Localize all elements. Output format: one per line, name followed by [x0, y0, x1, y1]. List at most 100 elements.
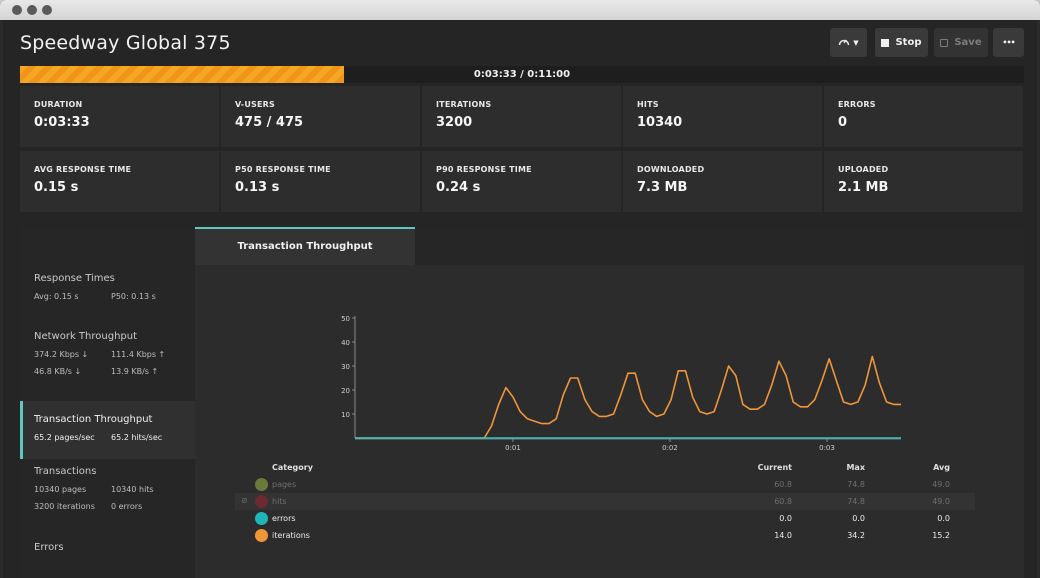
- close-window-button[interactable]: [12, 5, 22, 15]
- save-icon: [940, 38, 949, 47]
- sidebar-item-stats: 374.2 Kbps ↓ 111.4 Kbps ↑: [34, 350, 195, 359]
- stat-avg-response-time: AVG RESPONSE TIME 0.15 s: [20, 151, 219, 212]
- legend-row-hits[interactable]: ⊘ hits 60.8 74.8 49.0: [235, 493, 975, 510]
- legend-color-dot: [255, 512, 268, 525]
- sidebar-stat-value: 111.4 Kbps ↑: [111, 350, 166, 359]
- hidden-eye-icon[interactable]: ⊘: [241, 496, 248, 505]
- sidebar-item-title: Response Times: [34, 273, 115, 284]
- gauge-menu-button[interactable]: ▼: [830, 28, 867, 57]
- stat-value: 0: [838, 115, 848, 130]
- legend-cell-avg: 15.2: [932, 531, 950, 540]
- stat-hits: HITS 10340: [623, 86, 822, 147]
- sidebar-item-title: Errors: [34, 542, 64, 553]
- sidebar-stat-value: 374.2 Kbps ↓: [34, 350, 89, 359]
- header: Speedway Global 375 ▼ Stop Save •••: [3, 20, 1037, 66]
- stat-uploaded: UPLOADED 2.1 MB: [824, 151, 1023, 212]
- legend-cell-name: pages: [272, 480, 297, 489]
- stat-iterations: ITERATIONS 3200: [422, 86, 621, 147]
- chart-panel: Transaction Throughput 10 20 30 40 50 0:01 0:0…: [195, 227, 1024, 578]
- window-titlebar: [0, 0, 1040, 20]
- stat-p90-response-time: P90 RESPONSE TIME 0.24 s: [422, 151, 621, 212]
- sidebar-stat-value: 10340 hits: [111, 485, 154, 494]
- y-tick-label: 50: [341, 315, 350, 323]
- legend-cell-max: 34.2: [847, 531, 865, 540]
- legend-row-pages[interactable]: pages 60.8 74.8 49.0: [235, 476, 975, 493]
- sidebar-item-errors[interactable]: Errors: [20, 542, 195, 578]
- stat-value: 0.24 s: [436, 180, 481, 195]
- maximize-window-button[interactable]: [42, 5, 52, 15]
- stat-label: HITS: [637, 100, 659, 109]
- sidebar-item-stats: 46.8 KB/s ↓ 13.9 KB/s ↑: [34, 367, 195, 376]
- sidebar-item-stats: Avg: 0.15 s P50: 0.13 s: [34, 292, 195, 301]
- stat-p50-response-time: P50 RESPONSE TIME 0.13 s: [221, 151, 420, 212]
- legend-cell-max: 74.8: [847, 497, 865, 506]
- gauge-icon: [838, 36, 850, 50]
- sidebar-stat-value: 46.8 KB/s ↓: [34, 367, 82, 376]
- col-header-current: Current: [757, 463, 792, 472]
- legend-row-errors[interactable]: errors 0.0 0.0 0.0: [235, 510, 975, 527]
- stat-label: P50 RESPONSE TIME: [235, 165, 331, 174]
- legend-color-dot: [255, 529, 268, 542]
- stat-value: 0.13 s: [235, 180, 280, 195]
- sidebar-stat-value: 65.2 hits/sec: [111, 433, 163, 442]
- app-content: Speedway Global 375 ▼ Stop Save •••: [3, 20, 1037, 578]
- page-title: Speedway Global 375: [20, 32, 231, 54]
- stat-duration: DURATION 0:03:33: [20, 86, 219, 147]
- legend-cell-current: 0.0: [779, 514, 792, 523]
- legend-cell-avg: 49.0: [932, 480, 950, 489]
- sidebar-item-network-throughput[interactable]: Network Throughput 374.2 Kbps ↓ 111.4 Kbps…: [20, 331, 195, 393]
- save-button-label: Save: [954, 37, 982, 48]
- y-tick-label: 20: [341, 387, 350, 395]
- tab-transaction-throughput[interactable]: Transaction Throughput: [195, 227, 415, 265]
- more-options-button[interactable]: •••: [993, 28, 1024, 57]
- legend-cell-avg: 0.0: [937, 514, 950, 523]
- stop-button[interactable]: Stop: [875, 28, 928, 57]
- stat-v-users: V-USERS 475 / 475: [221, 86, 420, 147]
- test-progress-bar: 0:03:33 / 0:11:00: [20, 66, 1024, 83]
- sidebar-stat-value: 3200 iterations: [34, 502, 95, 511]
- save-button[interactable]: Save: [934, 28, 988, 57]
- col-header-category: Category: [272, 463, 313, 472]
- legend-color-dot: [255, 478, 268, 491]
- legend-cell-current: 60.8: [774, 480, 792, 489]
- legend-cell-name: hits: [272, 497, 287, 506]
- progress-fill: [20, 66, 344, 83]
- stat-value: 7.3 MB: [637, 180, 688, 195]
- metrics-sidebar: Response Times Avg: 0.15 s P50: 0.13 s Netw…: [20, 227, 195, 578]
- stats-grid: DURATION 0:03:33 V-USERS 475 / 475 ITERATION…: [20, 86, 1024, 212]
- stat-errors: ERRORS 0: [824, 86, 1023, 147]
- legend-cell-current: 14.0: [774, 531, 792, 540]
- sidebar-stat-value: Avg: 0.15 s: [34, 292, 79, 301]
- legend-row-iterations[interactable]: iterations 14.0 34.2 15.2: [235, 527, 975, 544]
- stat-value: 0.15 s: [34, 180, 79, 195]
- legend-cell-name: iterations: [272, 531, 310, 540]
- stat-value: 10340: [637, 115, 683, 130]
- stat-label: AVG RESPONSE TIME: [34, 165, 132, 174]
- stop-icon: [881, 38, 890, 47]
- chevron-down-icon: ▼: [853, 38, 859, 47]
- stat-label: V-USERS: [235, 100, 275, 109]
- x-tick-label: 0:02: [662, 444, 678, 452]
- stat-label: P90 RESPONSE TIME: [436, 165, 532, 174]
- stat-label: ERRORS: [838, 100, 876, 109]
- progress-text: 0:03:33 / 0:11:00: [473, 69, 571, 80]
- stat-label: ITERATIONS: [436, 100, 492, 109]
- legend-cell-current: 60.8: [774, 497, 792, 506]
- sidebar-item-transactions[interactable]: Transactions 10340 pages 10340 hits 3200 it…: [20, 466, 195, 532]
- minimize-window-button[interactable]: [27, 5, 37, 15]
- sidebar-stat-value: 10340 pages: [34, 485, 87, 494]
- sidebar-item-transaction-throughput[interactable]: Transaction Throughput 65.2 pages/sec 65.2…: [20, 401, 195, 459]
- stat-value: 2.1 MB: [838, 180, 889, 195]
- sidebar-stat-value: 0 errors: [111, 502, 143, 511]
- stat-downloaded: DOWNLOADED 7.3 MB: [623, 151, 822, 212]
- legend-cell-name: errors: [272, 514, 296, 523]
- sidebar-item-stats: 3200 iterations 0 errors: [34, 502, 195, 511]
- sidebar-item-response-times[interactable]: Response Times Avg: 0.15 s P50: 0.13 s: [20, 273, 195, 323]
- sidebar-item-stats: 65.2 pages/sec 65.2 hits/sec: [34, 433, 195, 442]
- sidebar-item-title: Transactions: [34, 466, 97, 477]
- tab-bar-empty: [415, 227, 1024, 265]
- x-tick-label: 0:01: [505, 444, 521, 452]
- stat-label: DURATION: [34, 100, 83, 109]
- sidebar-item-title: Network Throughput: [34, 331, 138, 342]
